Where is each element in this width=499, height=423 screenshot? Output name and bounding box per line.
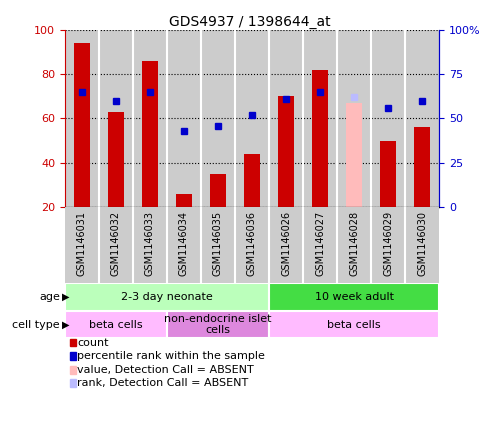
Bar: [142, 60, 158, 207]
Bar: [380, 140, 396, 207]
Text: age: age: [39, 292, 60, 302]
Bar: [371, 207, 405, 283]
Bar: [303, 207, 337, 283]
Text: GSM1146031: GSM1146031: [77, 211, 87, 276]
Bar: [371, 30, 405, 207]
Text: beta cells: beta cells: [327, 320, 381, 330]
Text: rank, Detection Call = ABSENT: rank, Detection Call = ABSENT: [77, 378, 249, 388]
Bar: [176, 194, 192, 207]
Bar: [405, 30, 439, 207]
Text: value, Detection Call = ABSENT: value, Detection Call = ABSENT: [77, 365, 254, 375]
Text: GSM1146030: GSM1146030: [417, 211, 427, 276]
Bar: [65, 283, 269, 311]
Bar: [235, 30, 269, 207]
Text: beta cells: beta cells: [89, 320, 143, 330]
Bar: [201, 30, 235, 207]
Bar: [269, 283, 439, 311]
Text: ▶: ▶: [62, 320, 70, 330]
Bar: [415, 127, 430, 207]
Bar: [337, 30, 371, 207]
Text: GDS4937 / 1398644_at: GDS4937 / 1398644_at: [169, 15, 330, 29]
Text: GSM1146027: GSM1146027: [315, 211, 325, 276]
Text: 2-3 day neonate: 2-3 day neonate: [121, 292, 213, 302]
Bar: [269, 207, 303, 283]
Bar: [167, 30, 201, 207]
Bar: [201, 207, 235, 283]
Bar: [405, 207, 439, 283]
Bar: [245, 154, 259, 207]
Text: ▶: ▶: [62, 292, 70, 302]
Text: count: count: [77, 338, 109, 348]
Text: 10 week adult: 10 week adult: [314, 292, 394, 302]
Bar: [65, 207, 99, 283]
Text: cell type: cell type: [12, 320, 60, 330]
Bar: [99, 30, 133, 207]
Bar: [303, 30, 337, 207]
Text: percentile rank within the sample: percentile rank within the sample: [77, 351, 265, 361]
Text: GSM1146034: GSM1146034: [179, 211, 189, 276]
Bar: [65, 30, 99, 207]
Bar: [167, 207, 201, 283]
Text: GSM1146028: GSM1146028: [349, 211, 359, 276]
Text: GSM1146033: GSM1146033: [145, 211, 155, 276]
Bar: [65, 311, 167, 338]
Text: GSM1146036: GSM1146036: [247, 211, 257, 276]
Bar: [269, 30, 303, 207]
Bar: [108, 112, 124, 207]
Text: non-endocrine islet
cells: non-endocrine islet cells: [164, 314, 272, 335]
Text: GSM1146026: GSM1146026: [281, 211, 291, 276]
Bar: [278, 96, 294, 207]
Bar: [133, 30, 167, 207]
Bar: [337, 207, 371, 283]
Bar: [99, 207, 133, 283]
Text: GSM1146032: GSM1146032: [111, 211, 121, 276]
Text: GSM1146029: GSM1146029: [383, 211, 393, 276]
Text: GSM1146035: GSM1146035: [213, 211, 223, 276]
Bar: [210, 174, 226, 207]
Bar: [167, 311, 269, 338]
Bar: [269, 311, 439, 338]
Bar: [346, 103, 362, 207]
Bar: [235, 207, 269, 283]
Bar: [312, 69, 328, 207]
Bar: [133, 207, 167, 283]
Bar: [74, 43, 89, 207]
